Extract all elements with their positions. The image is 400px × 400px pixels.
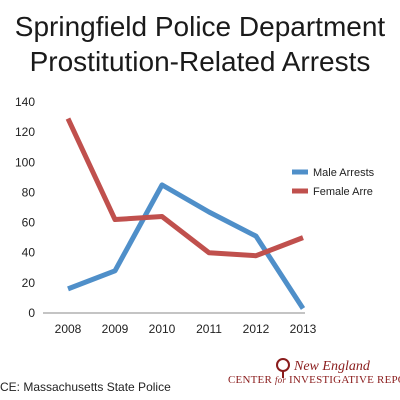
series-line-male bbox=[67, 182, 306, 310]
x-tick-label: 2008 bbox=[55, 322, 82, 336]
legend: Male Arrests Female Arre bbox=[292, 167, 375, 198]
y-tick-label: 140 bbox=[15, 95, 35, 109]
logo-for-word: for bbox=[274, 375, 287, 385]
y-tick-label: 0 bbox=[28, 306, 35, 320]
logo-line-1: New England bbox=[294, 359, 370, 374]
x-tick-label: 2009 bbox=[102, 322, 129, 336]
x-axis-ticks: 2008 2009 2010 2011 2012 2013 bbox=[55, 322, 317, 336]
y-tick-label: 60 bbox=[22, 216, 36, 230]
logo-center-word: CENTER bbox=[228, 374, 272, 386]
y-tick-label: 40 bbox=[22, 246, 36, 260]
series-lines bbox=[65, 117, 306, 310]
y-tick-label: 20 bbox=[22, 276, 36, 290]
logo-investigative-word: INVESTIGATIVE REPO bbox=[289, 374, 400, 386]
legend-label: Male Arrests bbox=[313, 167, 375, 179]
y-tick-label: 80 bbox=[22, 185, 36, 199]
legend-label: Female Arre bbox=[313, 186, 373, 198]
necir-logo: New England CENTER for INVESTIGATIVE REP… bbox=[228, 357, 400, 400]
chart-title-line-1: Springfield Police Department bbox=[14, 11, 386, 42]
x-tick-label: 2011 bbox=[196, 322, 222, 336]
magnifier-icon bbox=[276, 358, 290, 378]
chart-title-line-2: Prostitution-Related Arrests bbox=[29, 46, 371, 77]
x-tick-label: 2012 bbox=[243, 322, 270, 336]
y-tick-label: 100 bbox=[15, 155, 35, 169]
x-tick-label: 2013 bbox=[290, 322, 317, 336]
y-axis-ticks: 0 20 40 60 80 100 120 140 bbox=[15, 95, 35, 320]
y-tick-label: 120 bbox=[15, 125, 35, 139]
series-line-female bbox=[65, 117, 304, 259]
logo-line-2: CENTER for INVESTIGATIVE REPO bbox=[228, 374, 400, 386]
source-note: CE: Massachusetts State Police bbox=[0, 380, 171, 394]
x-tick-label: 2010 bbox=[149, 322, 176, 336]
